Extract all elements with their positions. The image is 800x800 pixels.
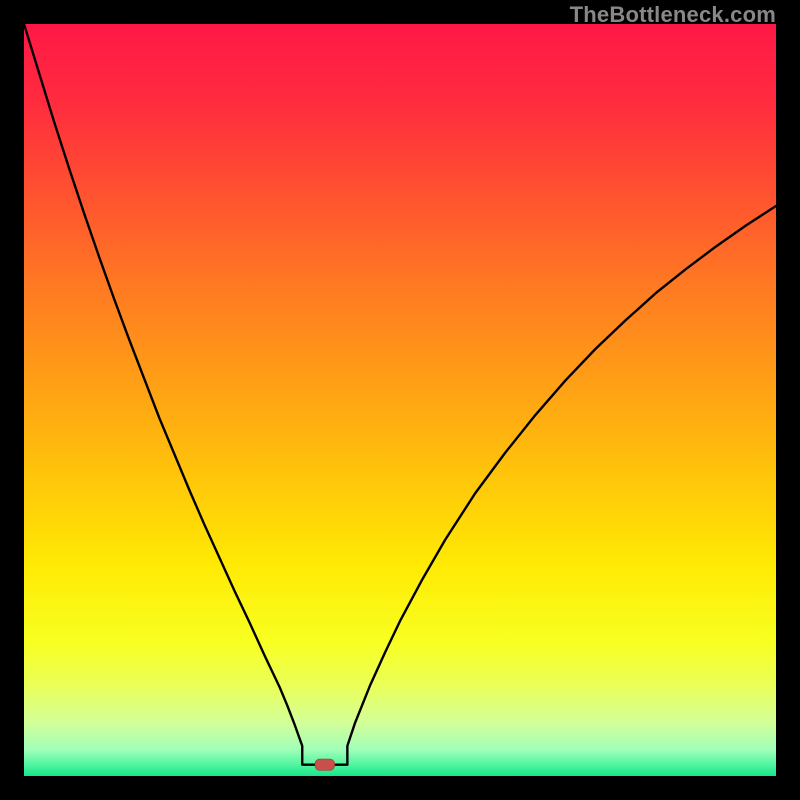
bottleneck-chart: [24, 24, 776, 776]
optimal-point-marker: [315, 759, 335, 770]
chart-background: [24, 24, 776, 776]
